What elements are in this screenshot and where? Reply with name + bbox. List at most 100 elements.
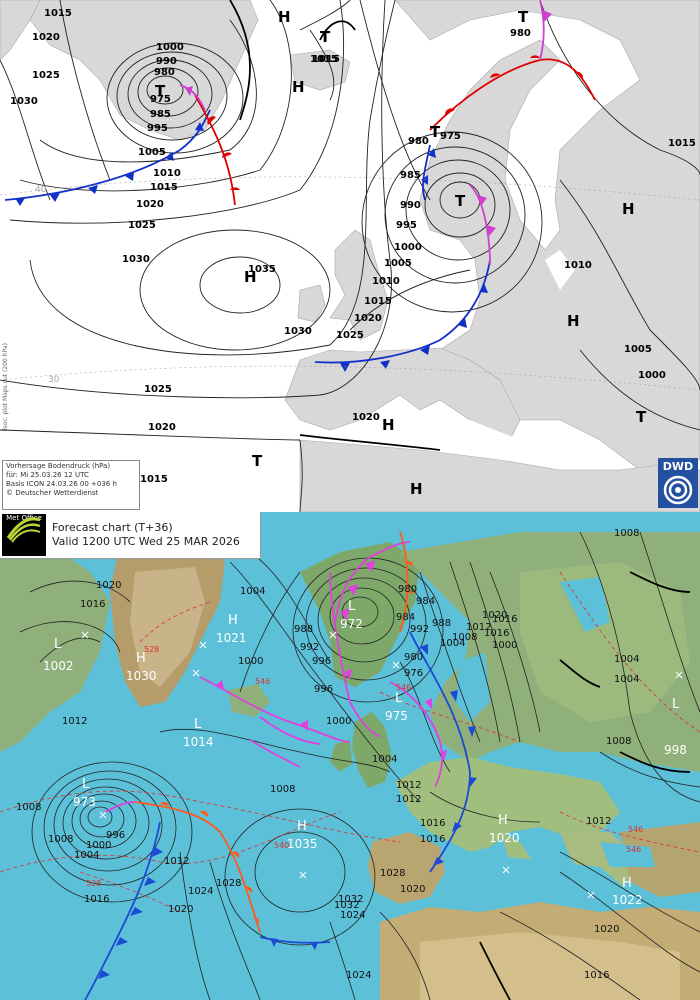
- isobar-label: 1015: [312, 54, 340, 65]
- mo-cold-fronts: [84, 631, 477, 1000]
- dwd-low-centre: T: [252, 452, 263, 470]
- isobar-label: 1000: [238, 656, 263, 667]
- mo-high-label: H: [622, 876, 632, 891]
- dwd-legend-line: © Deutscher Wetterdienst: [6, 489, 99, 497]
- mo-low-value: 973: [73, 795, 96, 809]
- metoffice-forecast-chart: L 1002 H 1030 H 1021 L 972 L 975 L 1014 …: [0, 512, 700, 1000]
- dwd-high-centre: H: [244, 268, 257, 286]
- isobar-label: 988: [294, 624, 313, 635]
- isobar-label: 1024: [346, 970, 371, 981]
- isobar-label: 1005: [138, 147, 166, 158]
- dwd-low-centre: T: [155, 82, 166, 100]
- mo-low-value: 972: [340, 617, 363, 631]
- isobar-label: 1030: [10, 96, 38, 107]
- dwd-legend-line: für: Mi 25.03.26 12 UTC: [6, 471, 89, 479]
- isobar-label: 1012: [466, 622, 491, 633]
- met-office-logo-icon: [6, 517, 41, 543]
- dwd-low-centre: T: [636, 408, 647, 426]
- dwd-high-centre: H: [382, 416, 395, 434]
- isobar-label: 1004: [74, 850, 99, 861]
- mo-logo-text: Met Office: [6, 514, 42, 522]
- isobar-label: 1025: [144, 384, 172, 395]
- thickness-label: 540: [274, 841, 289, 850]
- isobar-label: 1008: [270, 784, 295, 795]
- isobar-label: 1012: [164, 856, 189, 867]
- isobar-label: 980: [404, 652, 423, 663]
- thickness-label: 546: [628, 825, 643, 834]
- dwd-pressure-centres: T 975 H 1035 T 975 T 980 T T 1015 T 1015…: [140, 8, 647, 498]
- isobar-label: 985: [400, 170, 421, 181]
- dwd-land: [0, 0, 700, 512]
- dwd-high-centre: H: [567, 312, 580, 330]
- metoffice-map-svg: [0, 531, 700, 1000]
- mo-high-label: H: [498, 813, 508, 828]
- mo-low-label: L: [54, 637, 62, 652]
- isobar-label: 1020: [96, 580, 121, 591]
- isobar-label: 1004: [440, 638, 465, 649]
- isobar-label: 1004: [614, 654, 639, 665]
- isobar-label: 1028: [380, 868, 405, 879]
- mo-high-label: H: [228, 613, 238, 628]
- isobar-label: 990: [400, 200, 421, 211]
- isobar-label: 976: [404, 668, 423, 679]
- dwd-low-value: 975: [440, 131, 461, 142]
- isobar-label: 1008: [48, 834, 73, 845]
- isobar-label: 1020: [148, 422, 176, 433]
- isobar-label: 1012: [396, 794, 421, 805]
- dwd-high-value: 1035: [248, 264, 276, 275]
- dwd-high-centre: H: [292, 78, 305, 96]
- dwd-legend-line: Vorhersage Bodendruck (hPa): [6, 462, 111, 470]
- isobar-label: 980: [154, 67, 175, 78]
- isobar-label: 990: [156, 56, 177, 67]
- mo-centre-crosses: [81, 631, 683, 899]
- dwd-isobars: [0, 0, 700, 512]
- isobar-label: 1024: [188, 886, 213, 897]
- mo-thickness-labels: 528 546 546 540 546 528 546: [86, 645, 643, 888]
- dwd-isobar-labels: 1015 1020 1025 1030 1000 990 980 985 995…: [10, 8, 696, 433]
- mo-title-line: Valid 1200 UTC Wed 25 MAR 2026: [52, 535, 240, 548]
- isobar-label: 1012: [396, 780, 421, 791]
- mo-low-label: L: [348, 599, 356, 614]
- mo-low-value: 975: [385, 709, 408, 723]
- thickness-label: 546: [255, 677, 270, 686]
- isobar-label: 992: [410, 624, 429, 635]
- isobar-label: 1020: [168, 904, 193, 915]
- dwd-logo: DWD: [658, 458, 698, 508]
- isobar-label: 995: [396, 220, 417, 231]
- isobar-label: 1005: [384, 258, 412, 269]
- isobar-label: 1000: [86, 840, 111, 851]
- isobar-label: 1015: [44, 8, 72, 19]
- isobar-label: 1030: [284, 326, 312, 337]
- dwd-warm-front: [194, 55, 596, 206]
- dwd-low-centre: T: [320, 28, 331, 46]
- mo-high-value: 1020: [489, 831, 520, 845]
- isobar-label: 1000: [326, 716, 351, 727]
- dwd-grid-label-40: 40: [35, 185, 47, 195]
- isobar-label: 1016: [492, 614, 517, 625]
- mo-low-label: L: [672, 697, 680, 712]
- mo-high-value: 1030: [126, 669, 157, 683]
- isobar-label: 1020: [32, 32, 60, 43]
- isobar-label: 1004: [614, 674, 639, 685]
- dwd-low-centre: T: [430, 123, 441, 141]
- dwd-cold-front-east: [314, 144, 491, 372]
- mo-warm-fronts: [134, 531, 414, 933]
- dwd-high-centre: H: [278, 8, 291, 26]
- isobar-label: 1015: [150, 182, 178, 193]
- isobar-label: 1020: [482, 610, 507, 621]
- mo-low-value: 998: [664, 743, 687, 757]
- mo-title-line: Forecast chart (T+36): [52, 521, 173, 534]
- mo-high-label: H: [136, 651, 146, 666]
- isobar-label: 988: [432, 618, 451, 629]
- thickness-label: 528: [86, 879, 101, 888]
- isobar-label: 996: [312, 656, 331, 667]
- isobar-label: 1005: [624, 344, 652, 355]
- mo-title: Forecast chart (T+36) Valid 1200 UTC Wed…: [52, 521, 240, 549]
- isobar-label: 995: [147, 123, 168, 134]
- dwd-inland-seas: [430, 250, 575, 460]
- isobar-label: 1032: [338, 894, 363, 905]
- thickness-label: 546: [396, 683, 411, 692]
- dwd-legend: Vorhersage Bodendruck (hPa) für: Mi 25.0…: [2, 460, 140, 510]
- mo-low-value: 1014: [183, 735, 214, 749]
- mo-low-label: L: [194, 717, 202, 732]
